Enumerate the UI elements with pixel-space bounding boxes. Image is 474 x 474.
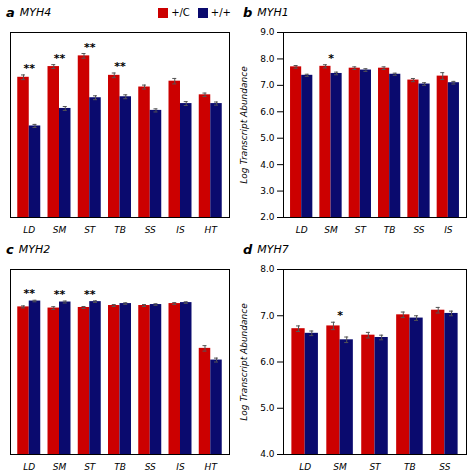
svg-text:**: **: [114, 60, 126, 73]
svg-text:8.0: 8.0: [260, 264, 275, 274]
svg-text:LD: LD: [23, 225, 35, 235]
svg-text:6.0: 6.0: [260, 107, 275, 117]
svg-text:SS: SS: [413, 225, 424, 235]
svg-text:Log Transcript Abundance: Log Transcript Abundance: [239, 66, 249, 184]
svg-text:HT: HT: [205, 462, 219, 472]
svg-text:HT: HT: [205, 225, 219, 235]
svg-text:SM: SM: [53, 225, 67, 235]
svg-text:TB: TB: [114, 462, 126, 472]
svg-text:IS: IS: [176, 462, 185, 472]
svg-text:LD: LD: [23, 462, 35, 472]
svg-text:8.0: 8.0: [260, 54, 275, 64]
svg-text:3.0: 3.0: [260, 186, 275, 196]
svg-text:**: **: [54, 288, 66, 301]
svg-text:Log Transcript Abundance: Log Transcript Abundance: [239, 303, 249, 421]
svg-text:SM: SM: [53, 462, 67, 472]
svg-text:TB: TB: [114, 225, 126, 235]
svg-text:SS: SS: [145, 225, 156, 235]
svg-text:ST: ST: [369, 462, 382, 472]
html-text:+/C: +/C: [171, 6, 190, 18]
svg-text:9.0: 9.0: [260, 27, 275, 37]
svg-text:ST: ST: [84, 225, 97, 235]
html-text:d MYH7: d MYH7: [243, 241, 289, 257]
svg-text:**: **: [23, 287, 35, 300]
svg-text:*: *: [337, 309, 343, 322]
svg-text:TB: TB: [384, 225, 396, 235]
html-text:a MYH4: a MYH4: [6, 4, 52, 20]
svg-text:4.0: 4.0: [260, 160, 275, 170]
svg-text:2.0: 2.0: [260, 212, 275, 222]
svg-text:7.0: 7.0: [260, 80, 275, 90]
svg-text:SS: SS: [145, 462, 156, 472]
svg-text:ST: ST: [355, 225, 368, 235]
svg-text:TB: TB: [404, 462, 416, 472]
svg-text:4.0: 4.0: [260, 449, 275, 459]
svg-text:SM: SM: [333, 462, 347, 472]
html-text:b MYH1: b MYH1: [243, 4, 289, 20]
svg-text:IS: IS: [444, 225, 453, 235]
svg-text:SM: SM: [324, 225, 338, 235]
html-text:c MYH2: c MYH2: [6, 241, 51, 257]
svg-text:5.0: 5.0: [260, 403, 275, 413]
svg-text:*: *: [328, 52, 334, 65]
svg-text:**: **: [84, 41, 96, 54]
svg-text:6.0: 6.0: [260, 357, 275, 367]
svg-text:LD: LD: [299, 462, 311, 472]
svg-text:IS: IS: [176, 225, 185, 235]
svg-text:**: **: [23, 62, 35, 75]
svg-text:**: **: [84, 288, 96, 301]
svg-text:LD: LD: [296, 225, 308, 235]
svg-text:**: **: [54, 52, 66, 65]
svg-text:7.0: 7.0: [260, 311, 275, 321]
svg-text:SS: SS: [439, 462, 450, 472]
svg-text:5.0: 5.0: [260, 133, 275, 143]
svg-text:ST: ST: [84, 462, 97, 472]
